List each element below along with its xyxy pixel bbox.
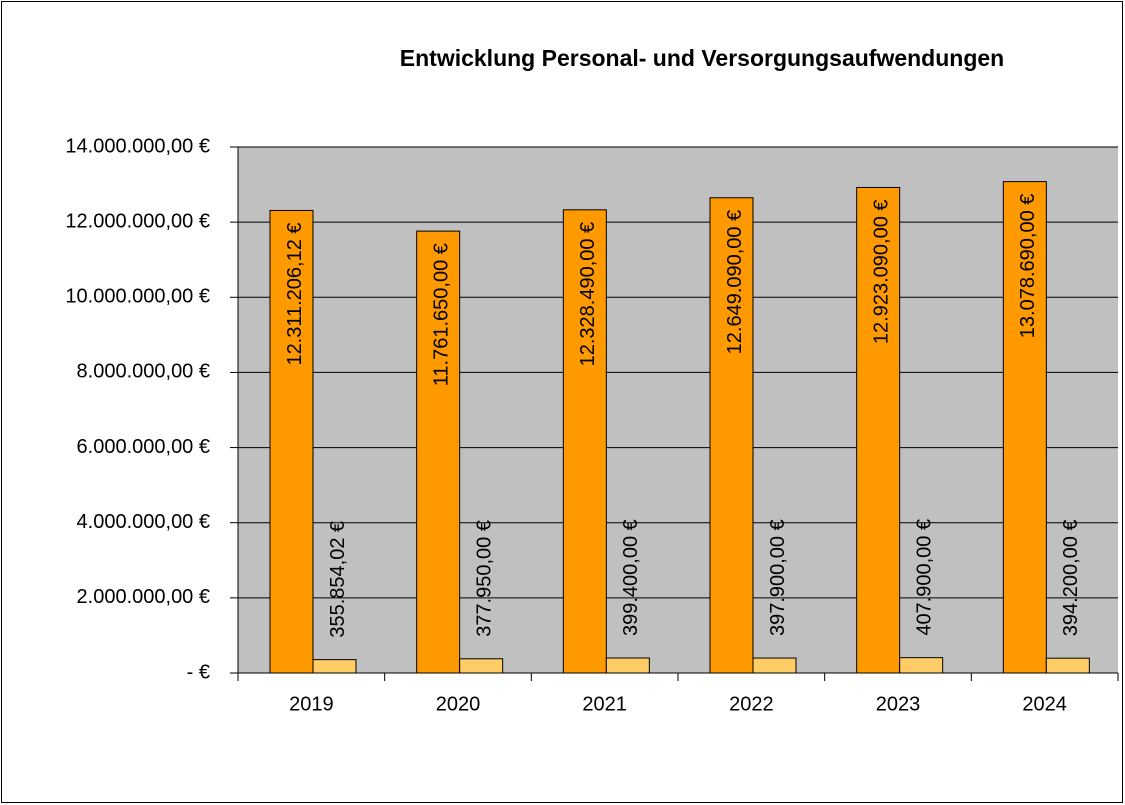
- bar: [459, 658, 504, 674]
- x-tick-label: 2024: [1022, 693, 1067, 715]
- value-label: 12.649.090,00 €: [724, 210, 746, 355]
- bar: [1045, 657, 1090, 674]
- value-label: 13.078.690,00 €: [1017, 194, 1039, 339]
- y-tick-label: 8.000.000,00 €: [77, 361, 210, 383]
- bar: [605, 657, 650, 674]
- y-tick-label: 4.000.000,00 €: [77, 511, 210, 533]
- x-tick-label: 2021: [582, 693, 627, 715]
- value-label: 11.761.650,00 €: [430, 243, 452, 386]
- y-tick-label: 14.000.000,00 €: [65, 135, 210, 157]
- chart-title: Entwicklung Personal- und Versorgungsauf…: [400, 45, 1004, 71]
- value-label: 397.900,00 €: [767, 519, 789, 636]
- x-tick-label: 2020: [436, 693, 481, 715]
- x-tick-label: 2023: [876, 693, 921, 715]
- y-tick-label: 6.000.000,00 €: [77, 436, 210, 458]
- bar: [269, 209, 314, 674]
- value-label: 407.900,00 €: [913, 519, 935, 636]
- bar: [899, 657, 944, 674]
- value-label: 394.200,00 €: [1060, 519, 1082, 636]
- bar: [416, 230, 461, 674]
- x-tick-label: 2022: [729, 693, 774, 715]
- value-label: 12.923.090,00 €: [870, 199, 892, 344]
- bar: [1002, 181, 1047, 674]
- bar: [709, 197, 754, 674]
- value-label: 12.311.206,12 €: [284, 222, 306, 365]
- y-tick-label: - €: [187, 661, 210, 683]
- value-label: 399.400,00 €: [620, 519, 642, 636]
- value-label: 377.950,00 €: [473, 520, 495, 637]
- value-label: 355.854,02 €: [327, 521, 349, 638]
- x-tick-label: 2019: [289, 693, 334, 715]
- plot-area: [238, 147, 1118, 673]
- y-tick-label: 10.000.000,00 €: [65, 286, 210, 308]
- y-tick-label: 2.000.000,00 €: [77, 586, 210, 608]
- bar: [562, 209, 607, 674]
- bar: [856, 186, 901, 674]
- value-label: 12.328.490,00 €: [577, 222, 599, 367]
- bar: [312, 659, 357, 674]
- bar: [752, 657, 797, 674]
- y-tick-label: 12.000.000,00 €: [65, 210, 210, 232]
